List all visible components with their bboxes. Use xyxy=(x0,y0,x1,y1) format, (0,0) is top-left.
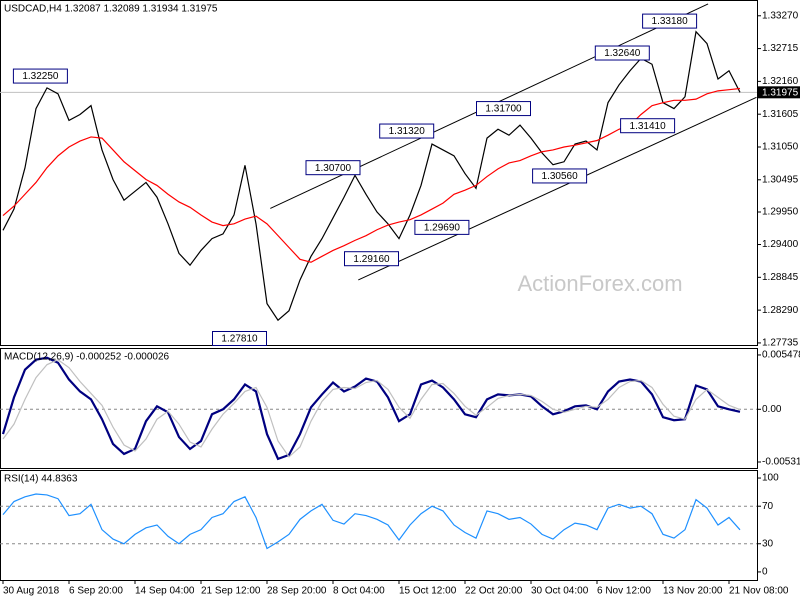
price-label: 1.31320 xyxy=(389,126,426,137)
y-tick-label: 1.29950 xyxy=(762,207,799,218)
panel-title: USDCAD,H4 1.32087 1.32089 1.31934 1.3197… xyxy=(4,4,218,15)
y-tick-label: 1.28845 xyxy=(762,272,799,283)
x-tick-label: 30 Oct 04:00 xyxy=(531,586,589,597)
y-tick-label: 1.32160 xyxy=(762,76,799,87)
y-tick-label: 0.00 xyxy=(762,404,782,415)
price-label-box xyxy=(379,123,435,139)
price-label-box xyxy=(414,219,470,235)
y-tick-label: 1.32715 xyxy=(762,43,799,54)
y-tick-label: 1.31050 xyxy=(762,142,799,153)
x-tick-label: 6 Nov 12:00 xyxy=(597,586,651,597)
watermark: ActionForex.com xyxy=(517,271,682,296)
price-label-box xyxy=(620,118,676,134)
series-line xyxy=(2,493,741,550)
price-label-box xyxy=(532,168,588,184)
x-tick-label: 13 Nov 20:00 xyxy=(663,586,723,597)
y-tick-label: 1.27735 xyxy=(762,338,799,349)
price-label-box xyxy=(305,160,361,176)
y-tick-label: 70 xyxy=(762,501,774,512)
last-price-box xyxy=(758,86,800,99)
panel-frame xyxy=(0,470,758,581)
y-tick-label: 1.28290 xyxy=(762,305,799,316)
price-label: 1.27810 xyxy=(221,334,258,345)
trendline xyxy=(358,96,757,281)
x-tick-label: 30 Aug 2018 xyxy=(3,586,60,597)
y-tick-label: -0.005314 xyxy=(762,457,800,468)
x-tick-label: 6 Sep 20:00 xyxy=(69,586,123,597)
y-tick-label: 1.29400 xyxy=(762,239,799,250)
price-label-box xyxy=(476,101,531,117)
y-tick-label: 0 xyxy=(762,567,768,578)
price-label-box xyxy=(642,13,698,29)
y-tick-label: 0.005478 xyxy=(762,350,800,361)
x-tick-label: 8 Oct 04:00 xyxy=(333,586,385,597)
x-tick-label: 21 Nov 08:00 xyxy=(729,586,789,597)
series-line xyxy=(2,359,741,458)
price-label: 1.31700 xyxy=(485,104,522,115)
price-label-box xyxy=(212,330,267,346)
price-label-box xyxy=(594,45,650,61)
series-line xyxy=(1,356,741,461)
price-label-box xyxy=(12,68,68,84)
price-label: 1.32640 xyxy=(604,48,641,59)
x-tick-label: 28 Sep 20:00 xyxy=(267,586,327,597)
y-tick-label: 1.33270 xyxy=(762,10,799,21)
panel-title: MACD(12,26,9) -0.000252 -0.000026 xyxy=(4,352,170,363)
y-tick-label: 1.31605 xyxy=(762,109,799,120)
y-tick-label: 30 xyxy=(762,538,774,549)
price-label: 1.33180 xyxy=(652,16,689,27)
x-tick-label: 21 Sep 12:00 xyxy=(201,586,261,597)
price-label: 1.29690 xyxy=(424,223,461,234)
price-label: 1.32250 xyxy=(22,71,59,82)
x-tick-label: 22 Oct 20:00 xyxy=(465,586,523,597)
price-label: 1.30560 xyxy=(542,171,579,182)
price-label: 1.31410 xyxy=(630,121,667,132)
price-label: 1.30700 xyxy=(315,163,352,174)
series-line xyxy=(2,87,741,263)
series-line xyxy=(2,30,741,322)
price-label: 1.29160 xyxy=(353,254,390,265)
last-price-label: 1.31975 xyxy=(762,87,799,98)
panel-frame xyxy=(0,348,758,469)
price-label-box xyxy=(344,251,399,267)
x-tick-label: 14 Sep 04:00 xyxy=(135,586,195,597)
panel-title: RSI(14) 44.8363 xyxy=(4,474,78,485)
panel-frame xyxy=(0,0,758,346)
x-tick-label: 15 Oct 12:00 xyxy=(399,586,457,597)
y-tick-label: 1.30495 xyxy=(762,174,799,185)
y-tick-label: 100 xyxy=(762,473,779,484)
